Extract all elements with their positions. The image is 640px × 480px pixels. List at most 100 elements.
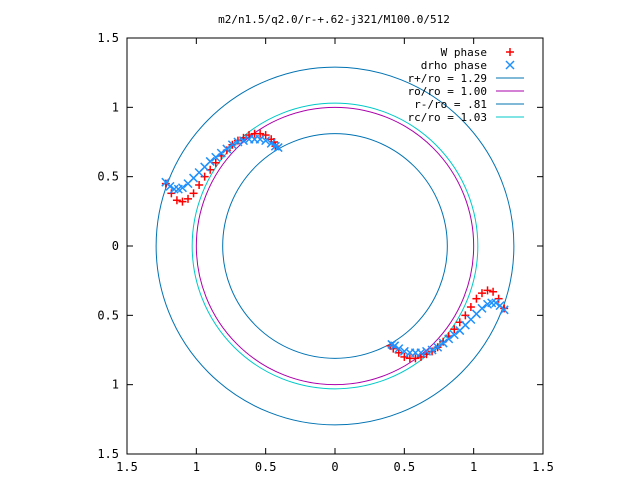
w-phase-point [195,180,204,189]
cross-marker-b [438,338,448,348]
w-phase-point [394,348,403,357]
legend-marker [506,48,514,56]
drho-phase-point [399,346,409,356]
cross-marker-b [387,339,397,349]
cross-marker-b [266,138,276,148]
drho-phase-point [405,348,415,358]
w-phase-point [233,136,242,145]
legend-label: W phase [441,46,487,59]
drho-phase-point [238,136,249,146]
w-phase-point [400,352,409,361]
cross-marker-b [394,344,404,354]
cross-marker-b [273,143,283,153]
w-phase-point [245,131,254,140]
legend-label: rc/ro = 1.03 [408,111,487,124]
legend-label: drho phase [421,59,487,72]
cross-marker-b [483,299,493,309]
cross-marker-b [491,298,501,308]
y-tick-label: 0 [112,239,119,253]
w-phase-point [450,325,459,334]
cross-marker-b [449,330,459,340]
circle-series [195,106,475,386]
cross-marker-b [169,184,179,194]
w-phase-point [477,289,486,298]
cross-marker-b [399,346,409,356]
axis-ticks: 1.5 1 0.5 0 0.5 1 1.51.510.500.511.5 [97,31,554,474]
legend-label: r-/ro = .81 [414,98,487,111]
drho-phase-point [421,346,432,356]
drho-phase-point [427,345,437,355]
cross-marker-b [405,348,415,358]
drho-phase-point [491,298,501,308]
y-tick-label: 1 [112,378,119,392]
legend-label: ro/ro = 1.00 [408,85,487,98]
circle-series [155,66,515,426]
w-phase-point [466,303,475,312]
drho-phase-point [169,184,179,194]
cross-marker-b [216,148,226,158]
w-phase-point [200,172,209,181]
x-tick-label: 1.5 [116,460,138,474]
y-tick-label: 1.5 [97,447,119,461]
x-tick-label: 1 [193,460,200,474]
cross-marker-b [227,140,237,150]
data-points [161,129,509,363]
w-phase-point [472,294,481,303]
drho-phase-point [438,338,448,348]
drho-phase-point [449,330,459,340]
drho-phase-point [444,334,454,344]
cross-marker-b [495,301,505,311]
w-phase-point [172,196,181,205]
cross-marker-b [433,342,443,352]
cross-marker-b [233,137,243,147]
w-phase-point [500,304,509,313]
drho-phase-point [261,136,271,146]
cross-marker-b [238,136,249,146]
cross-marker-b [161,177,171,187]
w-phase-point [416,352,425,361]
drho-phase-point [495,301,505,311]
w-phase-point [405,354,414,363]
cross-marker-b [211,152,221,162]
w-phase-point [461,311,470,320]
w-phase-point [261,131,270,140]
cross-marker-b [270,141,280,151]
drho-phase-point [273,143,283,153]
cross-marker-b [261,136,271,146]
x-tick-label: 1 [470,460,477,474]
w-phase-point [489,287,498,296]
drho-phase-point [222,144,232,154]
y-tick-label: 1 [112,100,119,114]
cross-marker-b [205,156,215,166]
w-phase-point [189,189,198,198]
drho-phase-point [255,134,265,144]
w-phase-point [494,294,503,303]
w-phase-point [256,129,265,138]
drho-phase-point [483,299,493,309]
drho-phase-point [387,339,397,349]
drho-phase-point [394,344,404,354]
cross-marker-b [255,134,265,144]
drho-phase-point [205,156,215,166]
drho-phase-point [266,138,276,148]
legend-label: r+/ro = 1.29 [408,72,487,85]
y-tick-label: 1.5 [97,31,119,45]
drho-phase-point [165,181,175,191]
circle-series [191,102,479,390]
cross-marker-b [222,144,232,154]
cross-marker-b [427,345,437,355]
w-phase-point [211,158,220,167]
circle-series [222,133,448,359]
w-phase-point [483,286,492,295]
cross-marker-b [505,60,515,70]
w-phase-point [428,347,437,356]
cross-marker-b [421,346,432,356]
drho-phase-point [390,341,400,351]
y-tick-label: 0.5 [97,170,119,184]
cross-marker-b [390,341,400,351]
drho-phase-point [455,326,465,336]
w-phase-point [161,179,170,188]
drho-phase-point [270,141,280,151]
